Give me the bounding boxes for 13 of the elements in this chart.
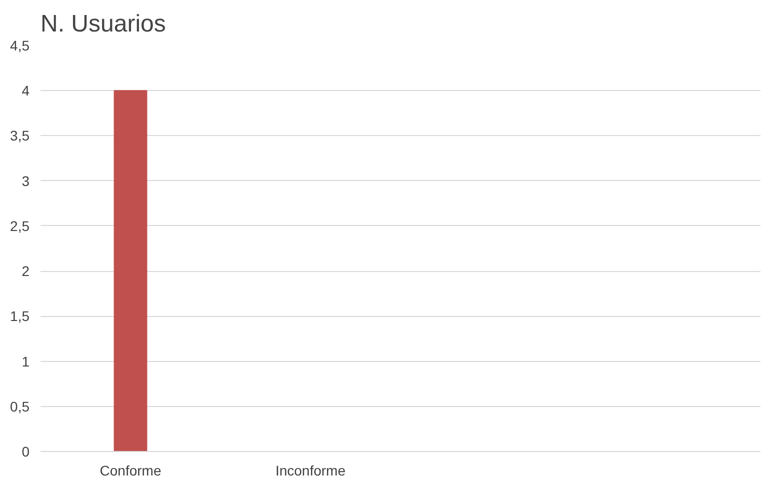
chart-title: N. Usuarios (40, 10, 166, 38)
y-tick-label: 1 (22, 353, 30, 370)
y-tick-label: 4 (22, 82, 30, 99)
x-tick-label: Conforme (100, 462, 162, 478)
y-tick-label: 4,5 (10, 38, 30, 54)
y-tick-label: 0 (22, 444, 30, 460)
x-tick-label: Inconforme (275, 462, 346, 478)
y-tick-label: 3,5 (10, 128, 30, 144)
y-tick-label: 3 (22, 172, 30, 189)
y-tick-label: 1,5 (10, 308, 30, 324)
y-tick-label: 0,5 (10, 398, 30, 414)
y-tick-label: 2 (22, 263, 30, 280)
y-tick-label: 2,5 (10, 218, 30, 234)
